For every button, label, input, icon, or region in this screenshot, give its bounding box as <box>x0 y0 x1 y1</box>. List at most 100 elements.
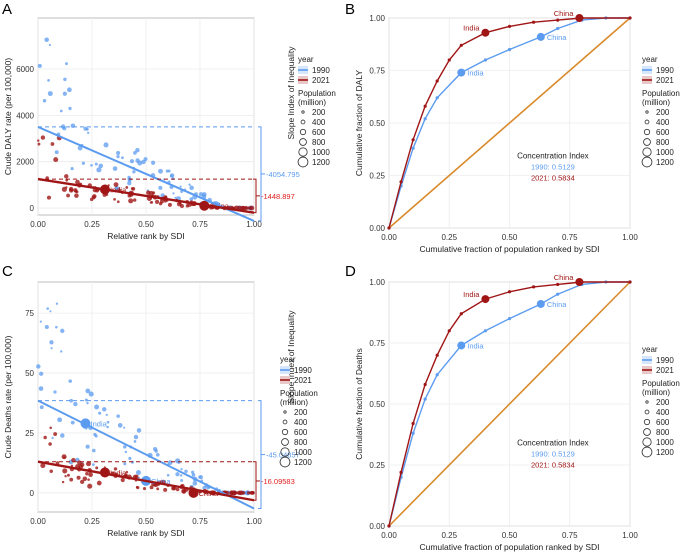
highlight-point <box>481 28 490 37</box>
legend-size-circle <box>283 410 287 414</box>
point-1990 <box>63 77 67 82</box>
curve-point-2021 <box>387 226 391 230</box>
point-1990 <box>62 126 67 131</box>
panel-b: 0.00 0.25 0.50 0.75 1.00 0.00 0.25 0.50 0.75 1.00… <box>354 9 680 254</box>
legend-label-2021: 2021 <box>656 366 674 375</box>
point-2021 <box>237 490 242 496</box>
sii-bracket-1990 <box>258 126 262 222</box>
legend-size-circle <box>298 147 308 157</box>
y-axis-title: Crude Deaths rate (per 100,000) <box>3 335 13 458</box>
point-1990 <box>154 449 158 453</box>
point-label: India <box>110 186 127 195</box>
point-2021 <box>69 188 74 193</box>
point-1990 <box>202 485 207 490</box>
curve-point-2021 <box>507 24 512 28</box>
point-2021 <box>163 487 168 492</box>
point-1990 <box>38 386 44 391</box>
y-tick-label: 0.25 <box>369 461 385 470</box>
point-1990 <box>112 166 118 171</box>
legend-size-circle <box>641 156 653 168</box>
legend-size-circle <box>282 419 288 425</box>
point-2021 <box>130 187 134 190</box>
point-1990 <box>180 468 183 471</box>
point-1990 <box>135 147 140 153</box>
point-label: China <box>547 300 567 309</box>
curve-point-1990 <box>483 329 487 333</box>
legend-size-label: 1000 <box>656 148 674 157</box>
legend-size-circle <box>642 147 652 157</box>
x-tick-label: 0.75 <box>562 233 578 242</box>
x-tick-label: 0.75 <box>562 531 578 540</box>
point-1990 <box>86 401 89 405</box>
point-1990 <box>133 434 139 440</box>
legend-size-circle <box>643 138 651 146</box>
point-1990 <box>39 371 44 376</box>
point-1990 <box>69 398 74 403</box>
point-1990 <box>39 405 44 410</box>
legend-pop-unit: (million) <box>298 98 326 107</box>
point-1990 <box>189 185 194 191</box>
point-1990 <box>158 185 163 190</box>
y-tick-label: 2000 <box>16 158 34 167</box>
legend-size-circle <box>281 428 289 436</box>
legend-size-circle <box>280 447 290 457</box>
y-tick-label: 75 <box>25 309 34 318</box>
point-2021 <box>150 201 154 204</box>
legend-year-title: year <box>642 345 658 354</box>
point-1990 <box>68 379 72 383</box>
point-2021 <box>53 432 58 436</box>
x-tick-label: 0.25 <box>84 220 100 229</box>
curve-point-2021 <box>435 79 439 83</box>
point-1990 <box>102 407 107 412</box>
curve-point-1990 <box>411 146 415 150</box>
highlight-point <box>481 295 490 304</box>
point-1990 <box>47 91 53 97</box>
point-2021 <box>134 474 139 479</box>
point-1990 <box>49 340 54 345</box>
point-1990 <box>133 151 137 155</box>
point-1990 <box>53 390 57 394</box>
point-1990 <box>155 452 160 457</box>
point-1990 <box>135 470 141 475</box>
point-2021 <box>62 468 68 474</box>
curve-point-2021 <box>459 312 463 316</box>
point-1990 <box>87 131 90 135</box>
point-1990 <box>106 425 109 429</box>
point-1990 <box>68 106 72 111</box>
point-1990 <box>93 432 97 437</box>
point-1990 <box>141 159 146 165</box>
x-tick-label: 0.00 <box>30 517 46 526</box>
x-tick-label: 1.00 <box>622 531 638 540</box>
point-2021 <box>125 470 129 474</box>
concentration-title: Concentration Index <box>517 438 589 447</box>
point-2021 <box>128 198 134 204</box>
point-2021 <box>167 202 172 207</box>
curve-point-1990 <box>423 117 427 121</box>
point-label: India <box>110 468 127 477</box>
point-2021 <box>92 194 97 199</box>
concentration-1990: 1990: 0.5129 <box>531 449 575 458</box>
x-tick-label: 0.75 <box>192 517 208 526</box>
point-1990 <box>135 158 140 163</box>
point-1990 <box>122 445 127 449</box>
legend-size-circle <box>300 119 306 125</box>
x-tick-label: 0.50 <box>502 233 518 242</box>
point-1990 <box>62 91 67 96</box>
regression-line-1990 <box>37 126 255 222</box>
regression-line-2021 <box>37 177 255 214</box>
point-2021 <box>48 442 52 446</box>
y-tick-label: 0.75 <box>369 339 385 348</box>
curve-point-2021 <box>423 104 427 108</box>
point-2021 <box>96 480 102 486</box>
point-2021 <box>76 475 81 480</box>
equality-line <box>388 281 631 527</box>
point-2021 <box>49 469 53 473</box>
legend-size-label: 600 <box>656 418 670 427</box>
y-tick-label: 0.50 <box>369 119 385 128</box>
legend-pop-title: Population <box>642 89 680 98</box>
point-1990 <box>166 473 170 477</box>
point-1990 <box>46 307 49 310</box>
legend-size-label: 600 <box>294 428 308 437</box>
